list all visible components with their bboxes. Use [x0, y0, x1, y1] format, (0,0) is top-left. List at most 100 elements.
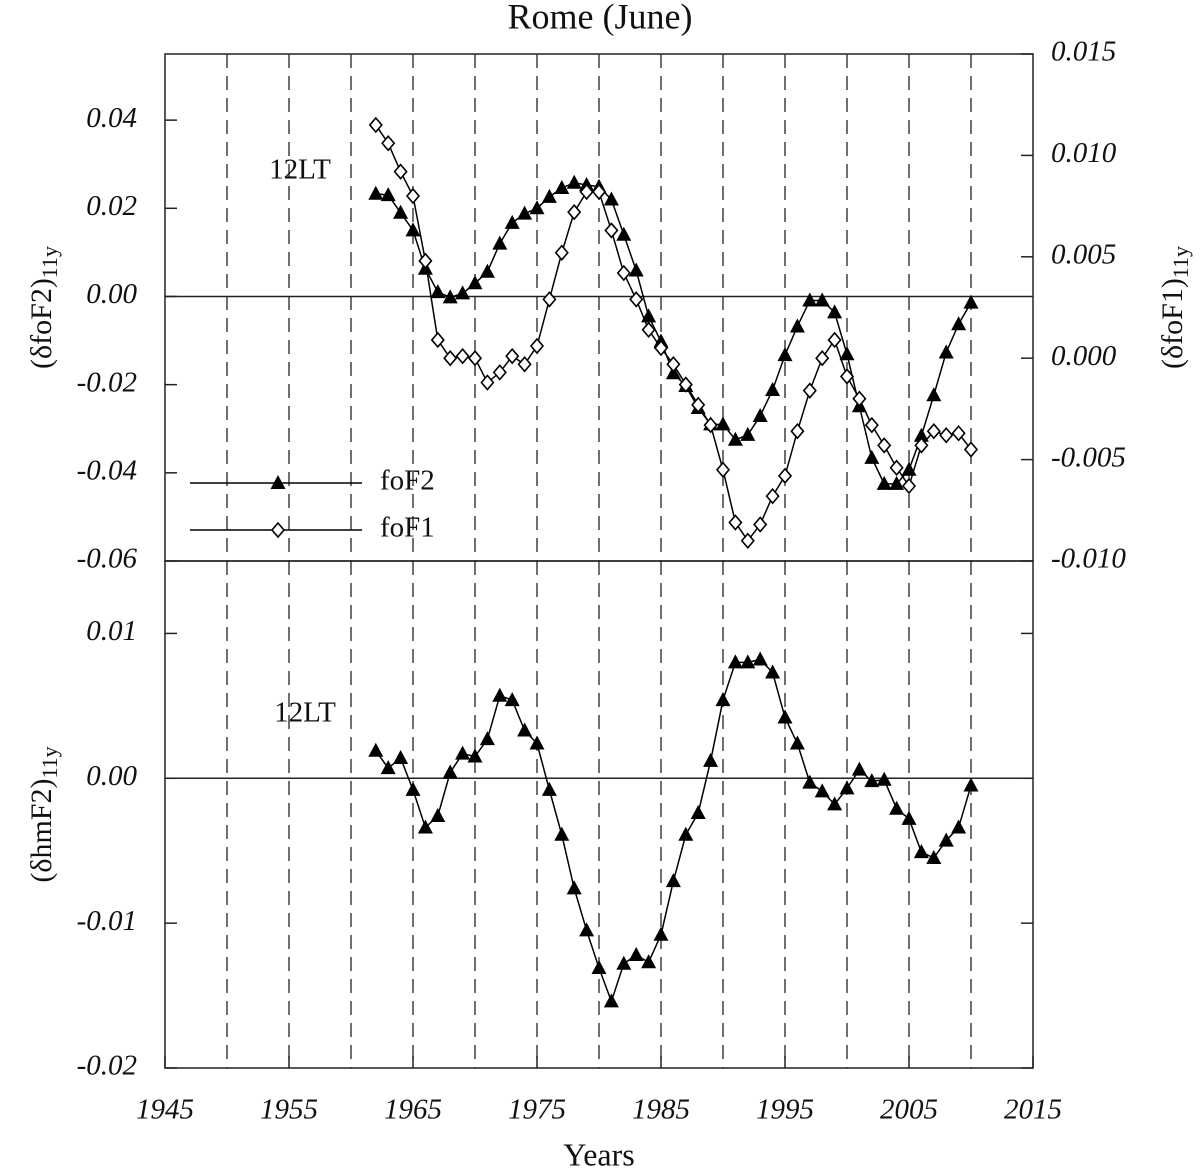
- marker: [480, 374, 495, 391]
- y2-tick-label: 0.015: [1051, 36, 1116, 68]
- marker: [752, 651, 768, 666]
- marker: [839, 780, 855, 795]
- x-tick-label: 1995: [756, 1094, 814, 1126]
- marker: [405, 781, 421, 796]
- marker: [455, 347, 470, 365]
- marker: [926, 422, 941, 440]
- marker: [381, 135, 396, 152]
- marker: [951, 425, 966, 442]
- plot-frame: [164, 560, 1034, 1069]
- marker: [603, 993, 619, 1008]
- marker: [467, 748, 483, 763]
- marker: [504, 214, 520, 229]
- y2-tick-label: 0.005: [1051, 238, 1116, 270]
- marker: [517, 356, 532, 373]
- marker: [827, 331, 842, 349]
- marker: [765, 487, 780, 505]
- marker: [492, 364, 507, 381]
- marker: [727, 431, 743, 446]
- x-tick-label: 1975: [508, 1094, 566, 1126]
- legend-label: foF2: [380, 465, 435, 497]
- x-tick-label: 1985: [632, 1094, 690, 1126]
- marker: [901, 810, 917, 825]
- x-tick-label: 2005: [880, 1094, 938, 1126]
- marker: [417, 819, 433, 834]
- marker: [628, 262, 644, 277]
- marker: [442, 764, 458, 779]
- marker: [938, 832, 954, 847]
- marker: [815, 349, 830, 367]
- marker: [715, 416, 731, 431]
- marker: [492, 687, 508, 702]
- marker: [567, 203, 582, 221]
- marker: [393, 163, 408, 180]
- marker: [653, 339, 669, 357]
- x-tick-label: 2015: [1004, 1094, 1062, 1126]
- axis-label-subscript: 11y: [1168, 246, 1193, 278]
- chart-title: Rome (June): [508, 0, 693, 36]
- series-line: [375, 658, 972, 1004]
- y-tick-label: 0.01: [86, 615, 137, 647]
- y-tick-label: -0.06: [77, 543, 138, 575]
- marker: [876, 771, 892, 786]
- axis-label-main: (δfoF1): [1156, 278, 1189, 369]
- marker: [591, 183, 607, 201]
- marker: [479, 263, 495, 278]
- marker: [703, 416, 718, 434]
- marker: [380, 187, 396, 202]
- y-tick-label: -0.02: [77, 366, 137, 398]
- series-line: [375, 181, 972, 485]
- marker: [467, 275, 483, 290]
- x-tick-label: 1945: [136, 1094, 194, 1126]
- marker: [889, 459, 904, 476]
- marker: [380, 760, 396, 775]
- marker: [827, 796, 843, 811]
- marker: [740, 654, 756, 669]
- marker: [479, 731, 495, 746]
- marker: [616, 226, 632, 241]
- marker: [864, 416, 879, 434]
- marker: [566, 880, 582, 895]
- marker: [939, 427, 954, 444]
- y-tick-label: 0.02: [86, 190, 137, 222]
- marker: [554, 826, 570, 841]
- x-axis-label: Years: [563, 1136, 634, 1172]
- marker: [789, 318, 805, 333]
- marker: [541, 188, 557, 203]
- marker: [430, 331, 445, 349]
- marker: [566, 174, 582, 189]
- marker: [864, 773, 880, 788]
- y-tick-label: 0.00: [86, 760, 137, 792]
- marker: [715, 461, 731, 478]
- marker: [889, 800, 905, 815]
- marker: [765, 381, 781, 396]
- marker: [430, 807, 446, 822]
- marker: [703, 752, 719, 767]
- marker: [418, 252, 433, 270]
- marker: [504, 692, 520, 707]
- marker: [876, 475, 892, 490]
- y2-tick-label: -0.005: [1051, 441, 1126, 473]
- marker: [666, 356, 681, 373]
- marker: [270, 521, 286, 539]
- marker: [926, 849, 942, 864]
- y2-tick-label: 0.000: [1051, 340, 1117, 372]
- marker: [914, 437, 929, 454]
- y-tick-label: 0.04: [86, 102, 137, 134]
- marker: [368, 116, 383, 134]
- marker: [839, 368, 855, 385]
- axis-label: (δfoF2)11y: [25, 246, 62, 369]
- marker: [443, 349, 458, 367]
- marker: [901, 477, 917, 495]
- marker: [492, 235, 508, 250]
- marker: [517, 205, 533, 220]
- marker: [802, 774, 818, 789]
- y-tick-label: 0.00: [86, 278, 137, 310]
- marker: [926, 387, 942, 402]
- marker: [889, 475, 905, 490]
- marker: [864, 449, 880, 464]
- marker: [851, 761, 867, 776]
- x-tick-label: 1955: [260, 1094, 318, 1126]
- marker: [913, 844, 929, 859]
- marker: [913, 427, 929, 442]
